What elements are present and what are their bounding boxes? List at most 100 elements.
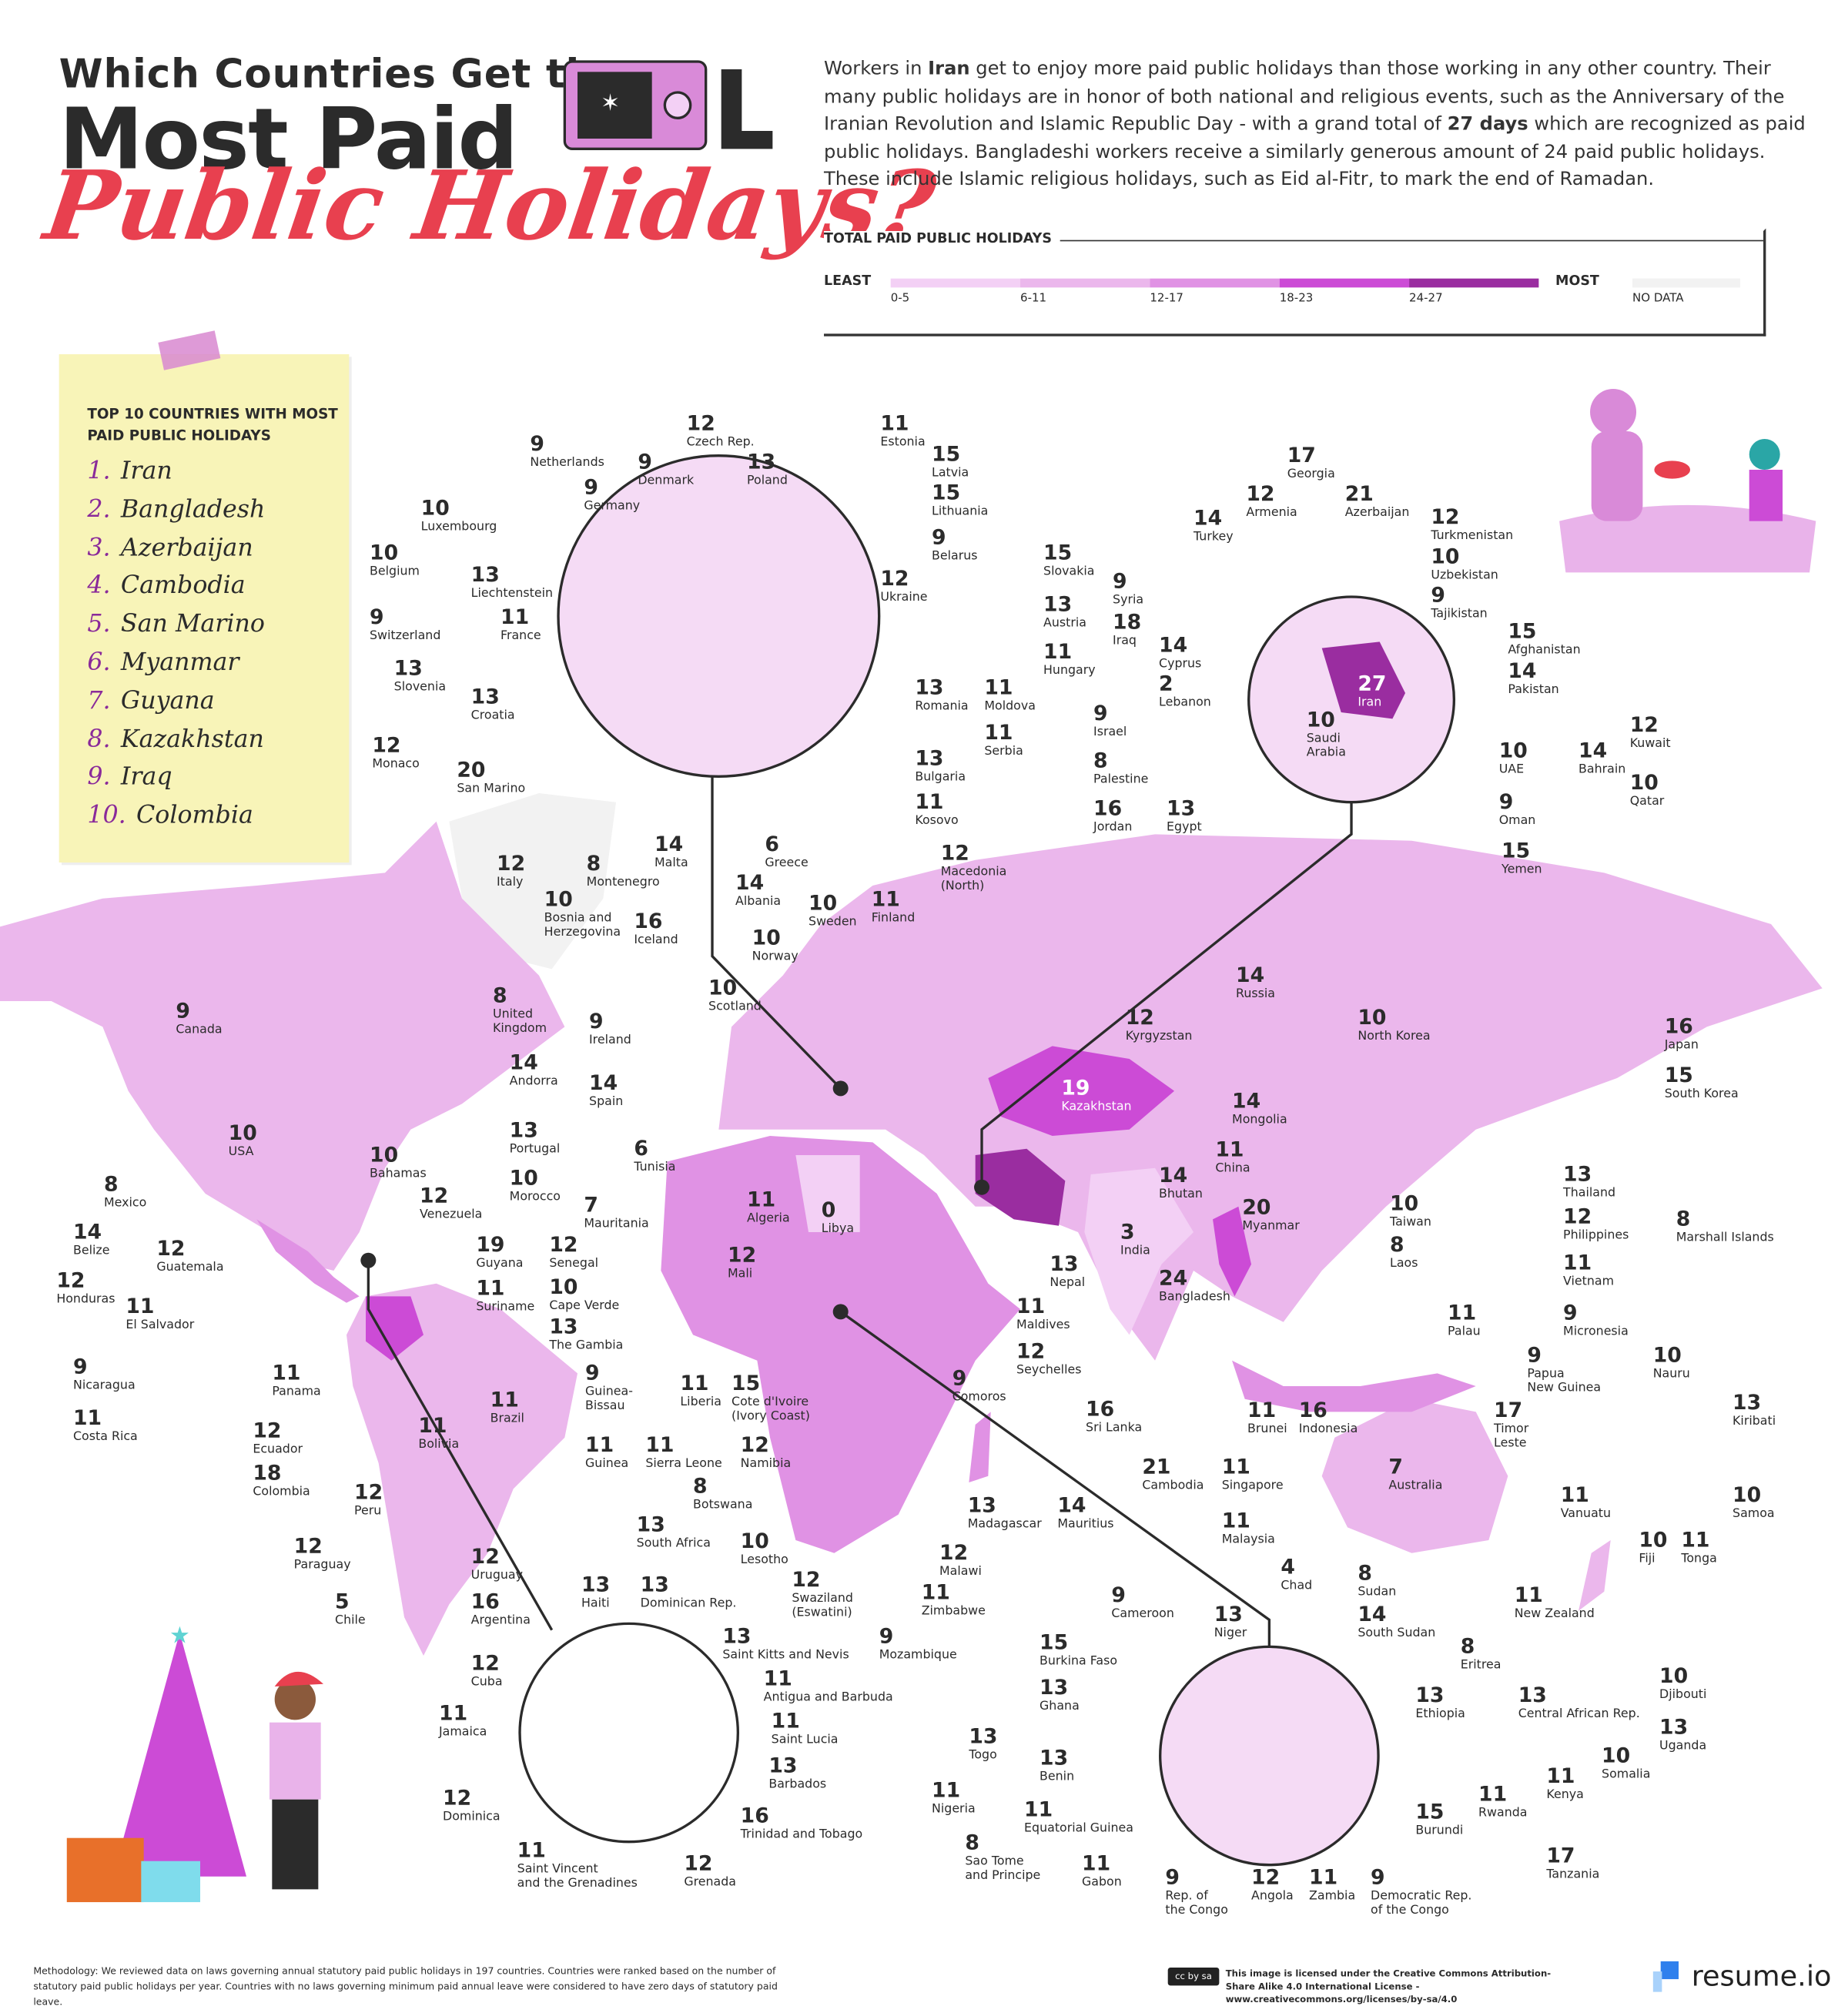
country-label-guinea-bissau: 9 Guinea- Bissau	[585, 1362, 633, 1414]
country-label-usa: 10 USA	[229, 1123, 257, 1160]
country-label-ukraine: 12 Ukraine	[880, 568, 927, 605]
holiday-count: 8	[1460, 1633, 1475, 1659]
country-label-bosnia-and-herzegovina: 10 Bosnia and Herzegovina	[544, 889, 621, 940]
holiday-count: 11	[476, 1275, 505, 1301]
country-label-colombia: 18 Colombia	[253, 1462, 310, 1499]
country-name: Moldova	[984, 699, 1036, 714]
top10-item: 7. Guyana	[87, 686, 265, 725]
country-label-italy: 12 Italy	[497, 853, 525, 890]
holiday-count: 13	[1040, 1745, 1069, 1770]
country-name: India	[1120, 1244, 1150, 1258]
holiday-count: 14	[589, 1070, 618, 1095]
country-label-slovenia: 13 Slovenia	[394, 658, 446, 695]
holiday-count: 11	[1546, 1763, 1575, 1788]
country-label-monaco: 12 Monaco	[372, 735, 419, 772]
country-label-antigua-and-barbuda: 11 Antigua and Barbuda	[764, 1668, 893, 1705]
country-name: Sudan	[1358, 1585, 1397, 1599]
country-label-yemen: 15 Yemen	[1502, 840, 1542, 877]
holiday-count: 7	[1388, 1454, 1403, 1479]
holiday-count: 8	[1676, 1206, 1691, 1231]
top10-item: 5. San Marino	[87, 610, 265, 648]
country-name: Barbados	[768, 1777, 827, 1792]
country-label-azerbaijan: 21 Azerbaijan	[1345, 484, 1410, 521]
country-label-saudi-arabia: 10 Saudi Arabia	[1307, 709, 1346, 760]
country-name: Micronesia	[1563, 1325, 1629, 1339]
holiday-count: 9	[1165, 1864, 1180, 1890]
country-name: Paraguay	[293, 1558, 351, 1573]
country-label-djibouti: 10 Djibouti	[1659, 1666, 1706, 1703]
country-name: Belarus	[932, 549, 978, 564]
country-name: Hungary	[1043, 663, 1096, 678]
country-label-mozambique: 9 Mozambique	[879, 1626, 957, 1663]
country-name: Rwanda	[1478, 1806, 1528, 1820]
country-label-turkmenistan: 12 Turkmenistan	[1431, 507, 1513, 544]
connector-lines	[367, 776, 1353, 1647]
country-label-madagascar: 13 Madagascar	[968, 1495, 1042, 1532]
holiday-count: 12	[728, 1242, 757, 1268]
top10-item: 4. Cambodia	[87, 571, 265, 610]
holiday-count: 13	[1050, 1251, 1079, 1276]
holiday-count: 10	[1358, 1005, 1387, 1030]
holiday-count: 11	[645, 1432, 675, 1457]
country-label-ghana: 13 Ghana	[1040, 1677, 1080, 1714]
country-name: Netherlands	[530, 455, 604, 471]
country-label-chile: 5 Chile	[335, 1591, 366, 1628]
eurasia	[718, 834, 1823, 1361]
country-label-south-korea: 15 South Korea	[1665, 1065, 1739, 1102]
country-name: Comoros	[952, 1390, 1006, 1405]
country-label-kazakhstan: 19 Kazakhstan	[1061, 1077, 1131, 1114]
country-name: Malaysia	[1221, 1532, 1275, 1547]
country-name: Iran	[1358, 695, 1382, 710]
top10-rank: 5.	[87, 609, 111, 638]
holiday-count: 13	[470, 562, 500, 587]
country-name: Russia	[1236, 986, 1275, 1002]
country-name: Greece	[765, 856, 808, 871]
holiday-count: 10	[544, 886, 573, 912]
holiday-count: 11	[1221, 1508, 1250, 1533]
holiday-count: 14	[735, 870, 765, 895]
country-name: Chile	[335, 1613, 366, 1628]
holiday-count: 12	[684, 1851, 713, 1876]
country-name: Equatorial Guinea	[1024, 1821, 1133, 1836]
holiday-count: 14	[73, 1219, 102, 1244]
holiday-count: 12	[1016, 1338, 1046, 1364]
country-label-bahrain: 14 Bahrain	[1578, 740, 1625, 777]
country-label-eritrea: 8 Eritrea	[1461, 1636, 1502, 1673]
country-name: Cote d'Ivoire (Ivory Coast)	[732, 1395, 810, 1424]
holiday-count: 15	[1415, 1799, 1445, 1824]
country-label-georgia: 17 Georgia	[1287, 445, 1335, 482]
holiday-count: 9	[1431, 582, 1445, 608]
country-label-tunisia: 6 Tunisia	[634, 1138, 675, 1175]
holiday-count: 6	[765, 832, 779, 856]
country-label-mexico: 8 Mexico	[104, 1174, 146, 1211]
country-name: Guinea- Bissau	[585, 1385, 633, 1414]
country-label-qatar: 10 Qatar	[1630, 772, 1665, 809]
top10-rank: 1.	[87, 457, 111, 486]
cc-license-badge: cc by sa	[1167, 1968, 1220, 1986]
country-label-suriname: 11 Suriname	[476, 1278, 534, 1315]
country-label-liechtenstein: 13 Liechtenstein	[471, 564, 553, 601]
holiday-count: 11	[439, 1700, 468, 1726]
holiday-count: 11	[73, 1405, 102, 1430]
holiday-count: 27	[1358, 671, 1387, 696]
country-label-vanuatu: 11 Vanuatu	[1561, 1485, 1611, 1522]
holiday-count: 2	[1159, 671, 1173, 696]
legend-least: LEAST	[824, 273, 872, 290]
country-label-south-sudan: 14 South Sudan	[1358, 1604, 1435, 1641]
country-name: Malta	[654, 856, 688, 871]
holiday-count: 24	[1159, 1265, 1188, 1291]
country-name: Luxembourg	[420, 520, 497, 534]
country-label-seychelles: 12 Seychelles	[1016, 1341, 1081, 1378]
holiday-count: 8	[493, 983, 507, 1008]
holiday-count: 10	[370, 540, 399, 565]
holiday-count: 7	[584, 1192, 598, 1218]
country-name: Libya	[821, 1221, 855, 1237]
new-zealand	[1578, 1540, 1611, 1611]
country-label-panama: 11 Panama	[272, 1362, 320, 1399]
country-label-botswana: 8 Botswana	[693, 1475, 752, 1512]
country-name: North Korea	[1358, 1029, 1431, 1044]
holiday-count: 12	[443, 1785, 472, 1810]
country-name: Bahamas	[370, 1167, 427, 1181]
country-label-philippines: 12 Philippines	[1563, 1206, 1629, 1243]
country-label-uzbekistan: 10 Uzbekistan	[1431, 546, 1498, 583]
